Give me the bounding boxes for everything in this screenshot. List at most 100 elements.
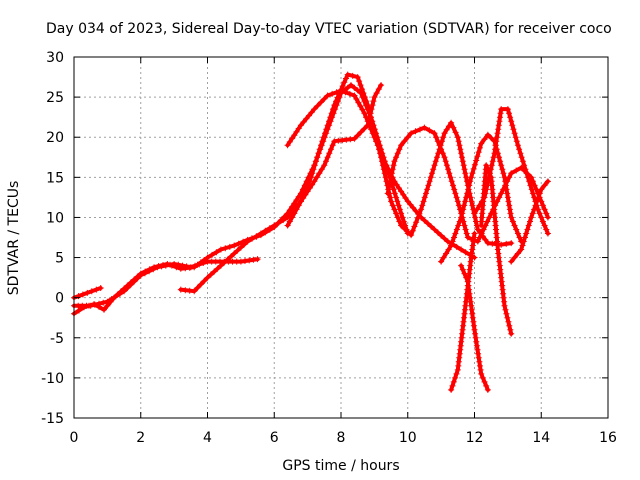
data-point — [338, 86, 344, 93]
data-point — [384, 190, 391, 197]
data-point — [489, 158, 496, 165]
data-point — [291, 132, 298, 139]
data-point — [450, 124, 457, 131]
data-point — [371, 130, 378, 137]
data-point — [394, 150, 401, 157]
data-point — [372, 134, 379, 141]
data-point — [349, 72, 356, 79]
data-point — [440, 254, 447, 261]
data-point — [84, 289, 91, 296]
chart-title: Day 034 of 2023, Sidereal Day-to-day VTE… — [46, 21, 612, 37]
data-point — [76, 307, 82, 314]
data-point — [539, 218, 546, 225]
data-point — [516, 234, 523, 241]
series-trace — [285, 88, 477, 260]
data-point — [445, 123, 452, 130]
data-point — [441, 235, 448, 242]
data-point — [461, 202, 468, 209]
data-point — [359, 86, 365, 93]
data-point — [319, 138, 326, 145]
data-point — [506, 322, 513, 329]
data-point — [448, 386, 455, 393]
data-point — [497, 114, 503, 121]
data-point — [453, 370, 460, 377]
data-point — [393, 194, 400, 201]
data-point — [441, 130, 448, 137]
data-point — [303, 186, 309, 193]
data-point — [179, 262, 186, 269]
data-point — [410, 204, 417, 211]
data-point — [394, 198, 401, 205]
data-point — [241, 241, 248, 248]
data-point — [342, 89, 349, 96]
data-point — [291, 200, 298, 207]
data-point — [452, 129, 459, 136]
data-point — [522, 166, 529, 173]
data-point — [479, 374, 486, 381]
data-point — [171, 261, 178, 267]
data-point — [414, 215, 421, 221]
data-point — [438, 258, 445, 265]
series-arc-1 — [71, 82, 411, 317]
data-point — [438, 146, 445, 153]
data-point — [475, 350, 482, 357]
data-point — [237, 258, 244, 265]
data-point — [351, 135, 358, 142]
data-point — [526, 178, 533, 185]
data-point — [459, 158, 466, 165]
data-point — [326, 118, 332, 125]
x-tick-label: 16 — [599, 430, 617, 446]
data-point — [365, 106, 372, 113]
data-point — [541, 206, 548, 213]
data-point — [326, 150, 333, 157]
data-point — [257, 230, 264, 237]
data-point — [306, 112, 312, 119]
data-point — [539, 202, 546, 209]
data-point — [452, 230, 459, 237]
data-point — [408, 232, 415, 239]
data-point — [424, 220, 431, 227]
data-point — [520, 238, 527, 245]
data-point — [254, 256, 261, 263]
x-tick-label: 12 — [466, 430, 484, 446]
data-point — [527, 218, 533, 225]
data-point — [420, 198, 427, 205]
data-point — [448, 242, 455, 249]
data-point — [507, 210, 514, 217]
data-point — [336, 90, 343, 97]
data-point — [434, 229, 441, 236]
data-point — [447, 174, 454, 181]
data-point — [154, 264, 161, 271]
data-point — [421, 217, 428, 224]
data-point — [318, 166, 325, 173]
data-point — [467, 178, 474, 185]
data-point — [513, 167, 520, 174]
data-point — [304, 182, 311, 189]
data-point — [483, 162, 490, 169]
data-point — [328, 146, 334, 153]
data-point — [162, 262, 169, 269]
data-point — [192, 262, 198, 269]
data-point — [315, 150, 322, 157]
data-point — [458, 214, 465, 221]
data-point — [235, 240, 242, 247]
y-axis-label: SDTVAR / TECUs — [6, 181, 22, 296]
data-point — [329, 142, 336, 149]
data-point — [443, 162, 450, 169]
data-point — [324, 92, 331, 99]
data-point — [289, 135, 296, 142]
data-point — [323, 158, 329, 165]
data-point — [364, 102, 371, 109]
data-point — [458, 262, 465, 269]
series-arc-4 — [177, 82, 385, 295]
data-point — [480, 226, 487, 233]
data-point — [468, 198, 475, 205]
ticks: 0 2 4 6 8 10 12 14 16 -15 -10 -5 0 5 10 15 20 25 30 — [41, 50, 617, 446]
data-point — [177, 286, 184, 293]
data-point — [467, 298, 474, 305]
data-point — [470, 322, 477, 329]
data-point — [482, 236, 489, 243]
data-point — [373, 138, 380, 145]
data-point — [439, 150, 446, 157]
data-point — [544, 214, 551, 221]
